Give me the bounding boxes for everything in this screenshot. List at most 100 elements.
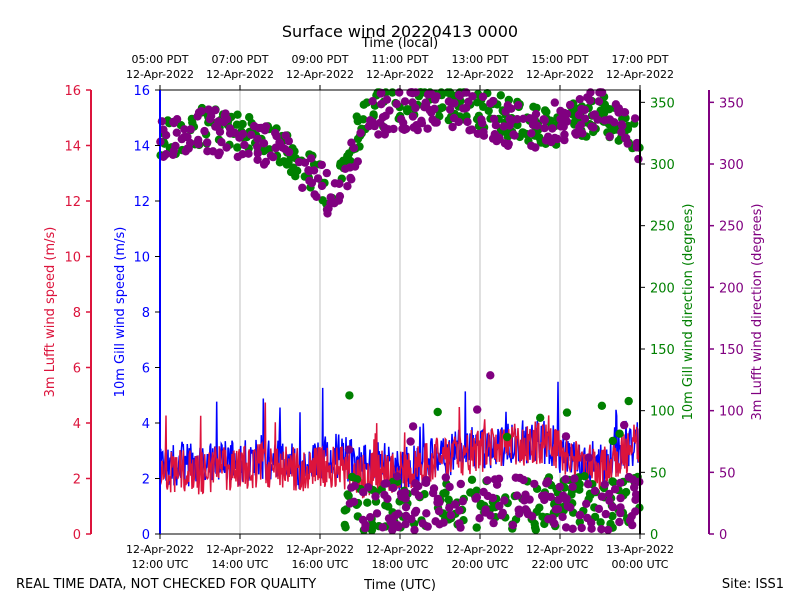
- bottom-tick-time: 22:00 UTC: [531, 558, 588, 571]
- lufft-direction-tick-label: 250: [719, 220, 744, 235]
- direction-point: [530, 479, 539, 489]
- direction-point: [414, 482, 423, 491]
- direction-point: [464, 97, 473, 107]
- lufft-direction-tick-label: 350: [719, 96, 744, 111]
- direction-point: [368, 97, 377, 106]
- direction-point: [446, 511, 456, 520]
- direction-point: [257, 123, 266, 133]
- direction-point: [616, 508, 625, 518]
- direction-point: [601, 509, 610, 519]
- direction-point: [448, 122, 457, 132]
- direction-point: [434, 507, 444, 516]
- direction-point: [408, 422, 418, 431]
- direction-point: [417, 116, 426, 126]
- direction-point: [421, 98, 430, 107]
- direction-point: [542, 107, 551, 117]
- top-tick-date: 12-Apr-2022: [526, 68, 594, 81]
- bottom-tick-label: 12-Apr-2022 14:00 UTC: [206, 543, 274, 571]
- direction-point: [544, 515, 553, 524]
- top-tick-date: 12-Apr-2022: [206, 68, 274, 81]
- direction-point: [561, 523, 571, 532]
- direction-point: [247, 130, 256, 139]
- direction-point: [570, 474, 579, 483]
- lufft-speed-tick-label: 12: [64, 195, 81, 210]
- gill-direction-tick-label: 50: [650, 466, 667, 481]
- top-tick-time: 09:00 PDT: [291, 53, 348, 66]
- direction-point: [566, 503, 575, 512]
- direction-point: [317, 181, 327, 191]
- direction-point: [410, 508, 420, 517]
- direction-point: [157, 117, 167, 126]
- direction-point: [222, 114, 232, 124]
- direction-point: [432, 118, 441, 127]
- direction-point: [575, 95, 584, 104]
- bottom-tick-label: 12-Apr-2022 18:00 UTC: [366, 543, 434, 571]
- direction-point: [608, 436, 617, 446]
- direction-point: [529, 115, 538, 124]
- direction-point: [347, 483, 356, 492]
- direction-point: [614, 136, 623, 145]
- direction-point: [394, 509, 403, 518]
- direction-point: [284, 147, 294, 157]
- direction-point: [397, 115, 406, 124]
- gill-speed-axis-label: 10m Gill wind speed (m/s): [113, 227, 128, 398]
- direction-point: [495, 501, 504, 511]
- direction-point: [377, 88, 386, 98]
- direction-point: [498, 508, 507, 517]
- bottom-tick-date: 12-Apr-2022: [126, 543, 194, 556]
- bottom-tick-date: 12-Apr-2022: [446, 543, 514, 556]
- direction-point: [521, 490, 530, 499]
- top-tick-time: 15:00 PDT: [531, 53, 588, 66]
- direction-point: [527, 129, 536, 138]
- direction-point: [488, 493, 497, 503]
- direction-point: [605, 132, 614, 141]
- direction-point: [203, 138, 212, 147]
- direction-point: [194, 140, 203, 149]
- direction-point: [455, 91, 464, 101]
- direction-point: [580, 472, 589, 481]
- direction-point: [433, 498, 442, 507]
- direction-point: [378, 113, 388, 122]
- direction-point: [483, 476, 492, 485]
- direction-point: [363, 498, 372, 507]
- direction-point: [409, 123, 418, 132]
- direction-point: [194, 108, 204, 117]
- direction-point: [185, 138, 195, 148]
- direction-point: [489, 518, 498, 528]
- direction-point: [422, 509, 431, 518]
- direction-point: [401, 503, 411, 512]
- direction-point: [505, 121, 514, 130]
- direction-point: [542, 479, 551, 488]
- top-tick-date: 12-Apr-2022: [126, 68, 194, 81]
- direction-point: [427, 108, 436, 117]
- direction-point: [204, 105, 213, 114]
- direction-point: [433, 407, 442, 417]
- direction-point: [298, 183, 307, 192]
- gill-direction-tick-label: 250: [650, 220, 675, 235]
- direction-point: [521, 505, 530, 514]
- direction-point: [561, 432, 571, 441]
- direction-point: [568, 482, 577, 491]
- direction-point: [344, 491, 353, 501]
- direction-point: [475, 514, 484, 523]
- direction-point: [560, 130, 569, 139]
- direction-point: [307, 154, 316, 163]
- direction-point: [396, 489, 406, 498]
- direction-point: [382, 95, 392, 104]
- direction-point: [620, 108, 630, 117]
- direction-point: [450, 99, 459, 108]
- direction-point: [421, 478, 430, 487]
- direction-point: [284, 136, 293, 146]
- direction-point: [282, 160, 291, 169]
- lufft-direction-tick-label: 150: [719, 343, 744, 358]
- direction-point: [509, 130, 518, 139]
- direction-point: [304, 166, 313, 175]
- direction-point: [344, 445, 354, 454]
- direction-point: [594, 504, 604, 514]
- top-tick-label: 09:00 PDT 12-Apr-2022: [286, 53, 354, 81]
- direction-point: [596, 518, 605, 527]
- direction-point: [305, 176, 314, 185]
- direction-point: [500, 496, 509, 505]
- direction-point: [233, 110, 242, 119]
